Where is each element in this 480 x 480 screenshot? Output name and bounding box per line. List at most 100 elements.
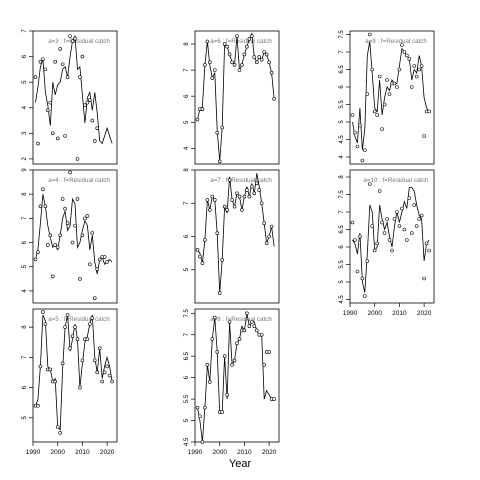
y-tick-label: 8 <box>184 168 190 172</box>
data-point <box>205 362 210 367</box>
data-point <box>41 57 45 61</box>
data-point <box>252 191 257 196</box>
y-tick-label: 9 <box>22 168 28 172</box>
data-point <box>358 234 362 239</box>
data-point <box>242 52 247 57</box>
data-point <box>205 198 210 202</box>
data-point <box>250 34 254 39</box>
data-point <box>402 227 407 232</box>
data-point <box>387 92 392 96</box>
data-point <box>237 337 242 341</box>
data-point <box>222 354 227 358</box>
y-tick-label: 5 <box>184 120 190 124</box>
data-point <box>232 204 237 209</box>
data-point <box>232 358 237 363</box>
data-point <box>245 44 249 49</box>
data-point <box>254 181 259 186</box>
y-tick-label: 6 <box>22 240 28 244</box>
data-point <box>97 346 102 351</box>
data-point <box>252 55 257 59</box>
data-point <box>60 62 65 67</box>
data-point <box>80 54 85 59</box>
x-tick-label: 1990 <box>343 310 358 317</box>
x-tick-label: 1990 <box>26 449 41 456</box>
data-point <box>380 220 384 225</box>
y-tick-label: 4 <box>184 146 190 150</box>
y-tick-label: 5 <box>184 267 190 271</box>
series-line <box>35 34 113 145</box>
data-point <box>235 341 239 346</box>
data-point <box>65 221 70 225</box>
data-point <box>58 47 62 51</box>
data-point <box>395 210 399 214</box>
y-tick-label: 5 <box>22 80 28 84</box>
series-line <box>197 173 275 294</box>
data-point <box>417 217 421 221</box>
series-line <box>197 313 275 443</box>
data-point <box>212 68 217 72</box>
y-tick-label: 7 <box>184 332 190 336</box>
data-point <box>380 127 384 131</box>
data-point <box>400 206 404 211</box>
data-point <box>217 159 222 164</box>
data-point <box>63 134 67 138</box>
x-tick-label: 2020 <box>417 310 432 317</box>
y-tick-label: 8 <box>22 192 28 196</box>
data-point <box>68 34 72 38</box>
data-point <box>65 313 70 317</box>
plot-frame <box>32 308 118 443</box>
data-point <box>377 189 382 193</box>
data-point <box>198 254 202 259</box>
data-point <box>208 208 212 212</box>
plot-frame <box>194 30 280 165</box>
data-point <box>100 379 104 384</box>
data-point <box>63 325 67 329</box>
data-point <box>382 231 387 235</box>
data-point <box>85 214 90 218</box>
data-point <box>419 213 424 218</box>
data-point <box>222 204 227 209</box>
data-point <box>372 248 377 253</box>
data-point <box>41 310 45 314</box>
data-point <box>95 267 100 271</box>
data-point <box>353 130 357 135</box>
data-point <box>269 224 274 229</box>
x-tick-label: 2000 <box>212 449 227 456</box>
data-point <box>50 131 55 136</box>
y-tick-label: 5 <box>339 280 345 284</box>
chart-panel-1: a=3 : f=Residual catch 2 3 4 5 6 7 <box>22 29 118 165</box>
panel-title: a=10 : f=Residual catch <box>363 177 429 184</box>
data-point <box>95 126 100 130</box>
data-point <box>78 75 82 79</box>
y-tick-label: 5.5 <box>339 260 345 269</box>
data-point <box>264 52 269 57</box>
data-point <box>370 67 375 72</box>
data-point <box>68 170 72 175</box>
data-point <box>375 113 379 117</box>
data-point <box>102 255 107 259</box>
data-point <box>212 198 217 202</box>
data-point <box>262 221 266 225</box>
data-point <box>41 187 45 192</box>
data-point <box>264 241 269 245</box>
data-point <box>365 259 370 263</box>
data-point <box>272 97 276 101</box>
data-point <box>90 316 95 320</box>
data-point <box>262 362 266 367</box>
data-point <box>195 117 200 122</box>
data-point <box>397 224 402 228</box>
y-tick-label: 6 <box>339 245 345 249</box>
x-tick-label: 2000 <box>50 449 65 456</box>
data-point <box>85 337 90 342</box>
data-point <box>267 234 271 239</box>
data-point <box>367 32 372 37</box>
data-point <box>210 337 215 341</box>
data-point <box>60 361 65 366</box>
data-point <box>48 100 53 105</box>
data-point <box>269 70 274 75</box>
data-point <box>382 102 387 107</box>
y-tick-label: 4 <box>22 289 28 293</box>
x-tick-label: 2010 <box>392 310 407 317</box>
data-point <box>225 44 229 49</box>
data-point <box>267 350 271 354</box>
